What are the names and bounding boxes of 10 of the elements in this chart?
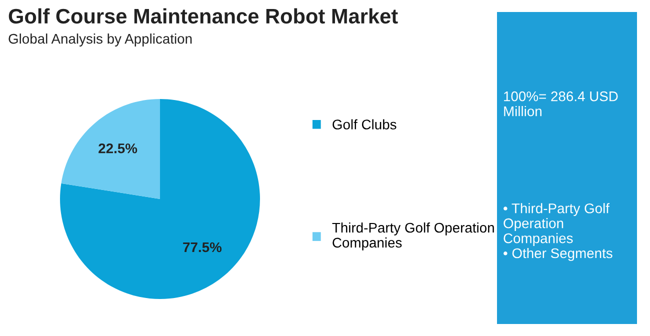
pie-slice (60, 99, 260, 299)
text: 100%= 286.4 USD Million (504, 91, 618, 116)
chart-subtitle: Global Analysis by Application (8, 34, 192, 46)
data-label: 77.5% (183, 242, 222, 252)
legend-label: Golf Clubs (332, 119, 396, 130)
data-label: 22.5% (98, 143, 138, 154)
chart-title: Golf Course Maintenance Robot Market (8, 8, 398, 24)
legend-label: Third-Party Golf Operation Companies (332, 222, 494, 250)
pie-slice (61, 99, 160, 199)
text: • Third-Party Golf Operation Companies • Other Segments (504, 203, 612, 261)
